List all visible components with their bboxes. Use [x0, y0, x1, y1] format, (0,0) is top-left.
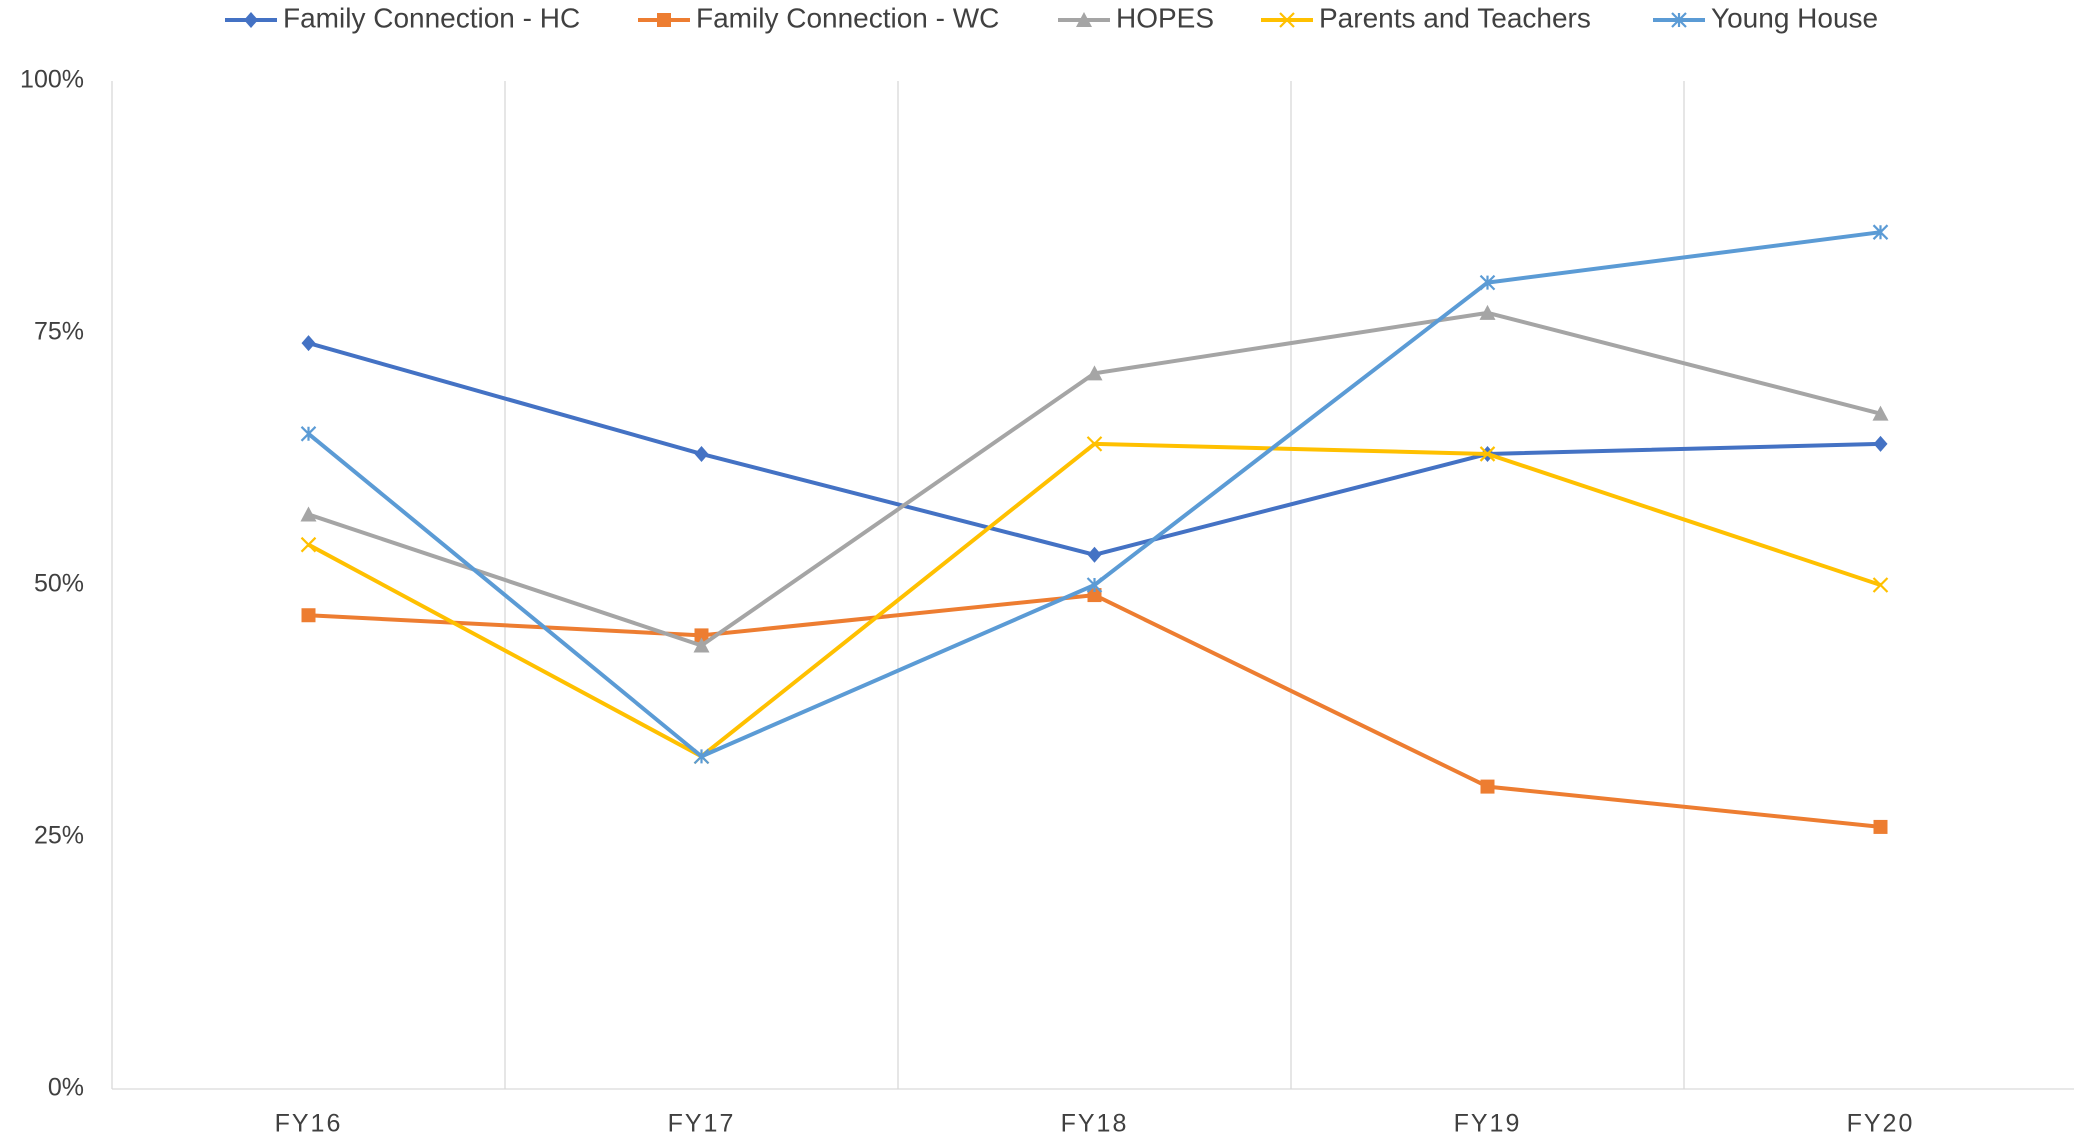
legend-label: Parents and Teachers: [1319, 2, 1591, 33]
legend-item: Young House: [1653, 2, 1878, 33]
marker: [1479, 304, 1496, 320]
legend-label: Family Connection - WC: [696, 2, 999, 33]
marker: [1087, 546, 1102, 563]
x-tick-label: FY16: [275, 1110, 343, 1138]
marker: [1480, 779, 1495, 794]
legend-item: Family Connection - WC: [638, 2, 999, 33]
marker: [693, 748, 710, 765]
marker: [657, 13, 671, 27]
marker: [1479, 274, 1496, 291]
marker: [1279, 12, 1295, 28]
marker: [244, 12, 258, 28]
legend-item: Family Connection - HC: [225, 2, 580, 33]
marker: [1087, 588, 1102, 603]
legend-label: HOPES: [1116, 2, 1214, 33]
y-tick-label: 100%: [20, 66, 84, 94]
marker: [693, 637, 710, 653]
marker: [1872, 405, 1889, 421]
marker: [300, 536, 317, 553]
marker: [1872, 224, 1889, 240]
marker: [1671, 12, 1687, 28]
x-tick-label: FY17: [668, 1110, 736, 1138]
legend-item: Parents and Teachers: [1261, 2, 1591, 33]
marker: [1086, 436, 1103, 452]
marker: [1086, 365, 1103, 381]
marker: [1479, 446, 1496, 462]
legend-label: Family Connection - HC: [283, 2, 580, 33]
x-tick-label: FY20: [1847, 1110, 1915, 1138]
marker: [1076, 12, 1092, 27]
legend-item: HOPES: [1058, 2, 1214, 33]
legend-label: Young House: [1711, 2, 1878, 33]
marker: [300, 426, 317, 442]
y-tick-label: 50%: [34, 570, 84, 598]
y-tick-label: 0%: [48, 1074, 84, 1102]
marker: [694, 628, 709, 643]
marker: [1872, 577, 1889, 593]
marker: [1873, 435, 1888, 452]
marker: [1873, 819, 1888, 834]
marker: [1086, 577, 1103, 593]
x-tick-label: FY18: [1061, 1110, 1129, 1138]
x-tick-label: FY19: [1454, 1110, 1522, 1138]
y-tick-label: 75%: [34, 318, 84, 346]
marker: [300, 506, 317, 522]
marker: [301, 335, 316, 352]
marker: [301, 608, 316, 623]
series-line: [307, 230, 1881, 759]
y-tick-label: 25%: [34, 822, 84, 850]
marker: [694, 445, 709, 462]
